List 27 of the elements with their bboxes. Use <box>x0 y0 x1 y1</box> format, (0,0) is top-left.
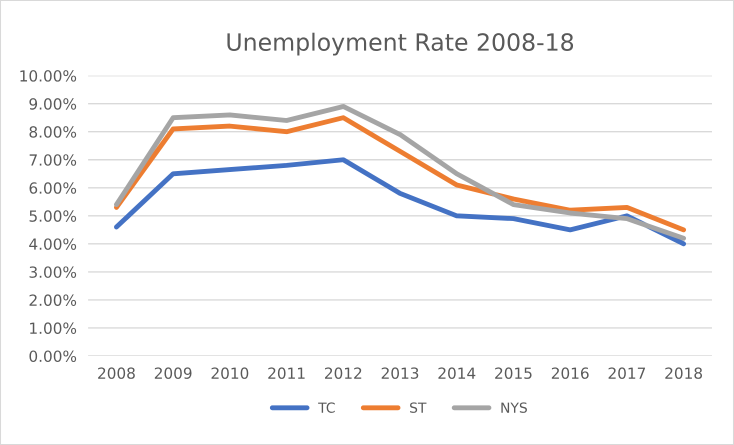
x-tick-label: 2017 <box>608 367 646 379</box>
x-tick-label: 2016 <box>552 367 589 379</box>
y-tick-label: 9.00% <box>29 98 76 110</box>
line-series <box>114 157 686 246</box>
legend-label: NYS <box>501 402 527 413</box>
legend-label: TC <box>318 402 335 413</box>
x-tick-label: 2018 <box>665 367 702 379</box>
y-tick-label: 5.00% <box>30 210 76 222</box>
legend-label: ST <box>410 402 426 413</box>
y-tick-label: 10.00% <box>20 70 76 82</box>
x-tick-label: 2011 <box>268 367 305 379</box>
x-tick-label: 2008 <box>98 367 135 379</box>
y-tick-label: 3.00% <box>30 266 76 278</box>
x-tick-label: 2013 <box>382 367 418 379</box>
x-tick-label: 2010 <box>212 367 248 379</box>
y-tick-label: 8.00% <box>29 126 76 138</box>
x-tick-label: 2009 <box>154 367 192 379</box>
x-tick-label: 2014 <box>438 367 476 379</box>
y-tick-label: 0.00% <box>29 350 76 362</box>
x-tick-label: 2015 <box>495 367 532 379</box>
y-tick-label: 1.00% <box>30 322 76 334</box>
y-tick-label: 7.00% <box>30 154 76 166</box>
y-tick-label: 4.00% <box>29 238 76 250</box>
y-tick-label: 2.00% <box>30 294 76 306</box>
chart-title: Unemployment Rate 2008-18 <box>227 32 574 56</box>
y-tick-label: 6.00% <box>30 182 76 194</box>
x-tick-label: 2012 <box>324 367 362 379</box>
